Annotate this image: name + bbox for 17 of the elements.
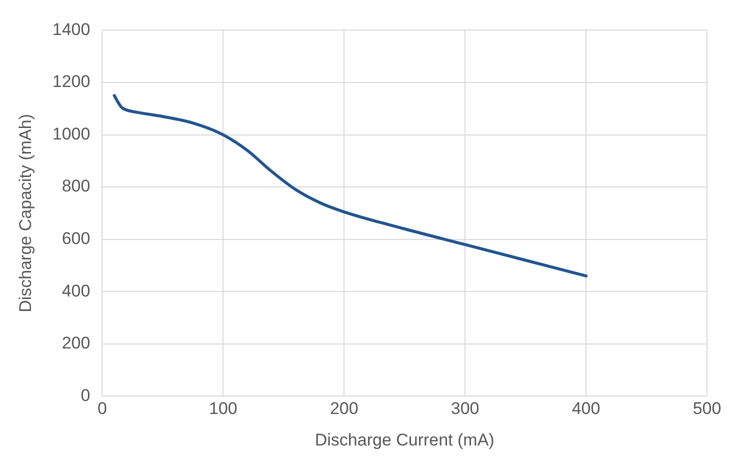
x-tick-label: 400 bbox=[572, 399, 600, 418]
x-tick-label: 0 bbox=[97, 399, 107, 418]
y-tick-label: 400 bbox=[62, 281, 90, 300]
y-tick-label: 1400 bbox=[52, 20, 90, 39]
x-tick-label: 500 bbox=[692, 399, 722, 418]
y-tick-label: 1200 bbox=[52, 72, 90, 92]
line-series bbox=[112, 94, 588, 278]
y-tick-label: 800 bbox=[62, 176, 90, 196]
y-tick-label: 600 bbox=[62, 229, 90, 248]
y-tick-label: 0 bbox=[80, 386, 90, 405]
y-tick-label: 1000 bbox=[52, 124, 90, 144]
y-tick-label: 200 bbox=[62, 334, 90, 353]
x-tick-label: 100 bbox=[208, 399, 238, 418]
x-tick-label: 200 bbox=[330, 399, 358, 418]
y-axis-title: Discharge Capacity (mAh) bbox=[16, 114, 35, 312]
x-tick-label: 300 bbox=[450, 399, 480, 418]
x-axis-title: Discharge Current (mA) bbox=[314, 430, 494, 450]
